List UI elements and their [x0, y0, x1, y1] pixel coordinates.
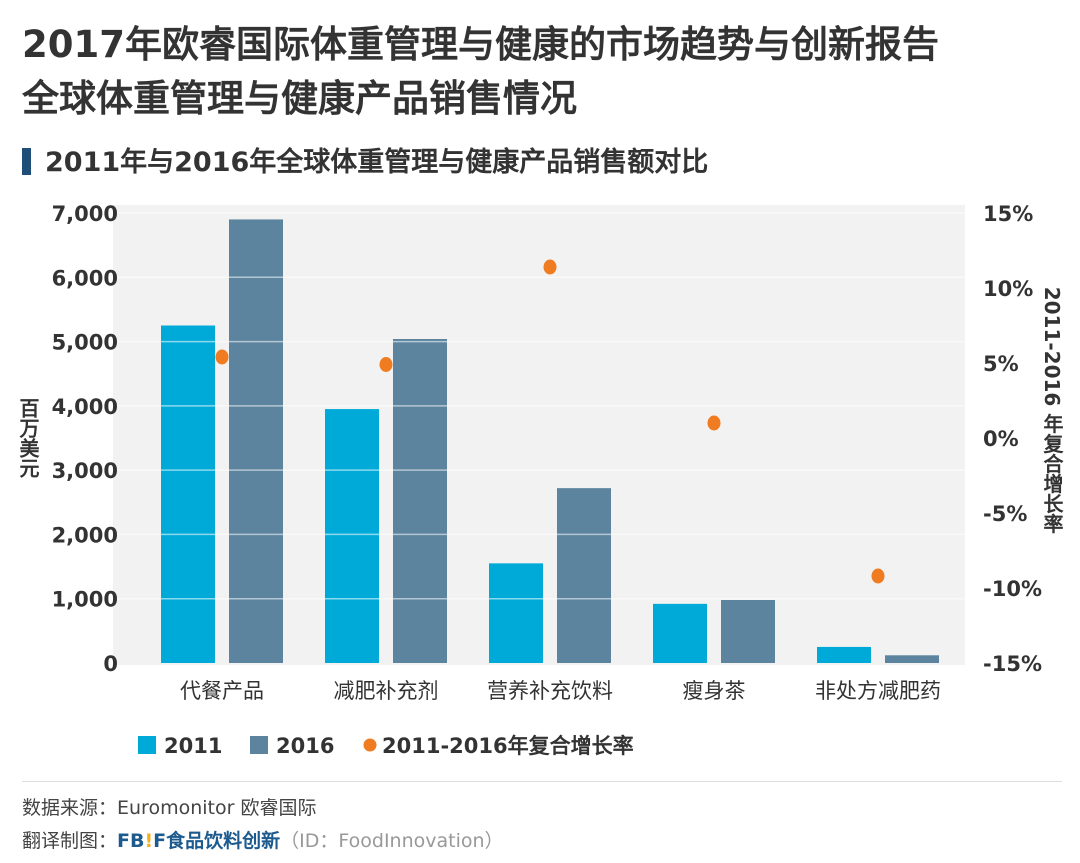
y-right-tick-label: 5%: [983, 352, 1019, 376]
y-right-tick-label: -10%: [983, 577, 1042, 601]
chart-subtitle: 2011年与2016年全球体重管理与健康产品销售额对比: [22, 140, 708, 179]
x-tick-label: 非处方减肥药: [815, 679, 941, 703]
y-right-tick-label: 0%: [983, 427, 1019, 451]
title-line-2: 全球体重管理与健康产品销售情况: [22, 77, 577, 120]
x-tick-label: 营养补充饮料: [487, 679, 613, 703]
bar-2011-0: [161, 325, 215, 663]
credit-label: 翻译制图：: [22, 830, 118, 852]
legend-label: 2016: [276, 734, 334, 758]
bar-2011-3: [653, 603, 707, 663]
legend-swatch: [250, 736, 268, 754]
y-tick-label: 1,000: [52, 588, 118, 612]
growth-rate-point: [215, 349, 229, 365]
y-tick-label: 3,000: [52, 459, 118, 483]
y-right-tick-label: -15%: [983, 652, 1042, 676]
growth-rate-point: [871, 568, 885, 584]
x-tick-label: 减肥补充剂: [334, 679, 439, 703]
bar-2011-2: [489, 563, 543, 663]
bar-2011-1: [325, 409, 379, 663]
bar-2016-2: [557, 488, 611, 663]
subtitle-text: 2011年与2016年全球体重管理与健康产品销售额对比: [45, 147, 709, 178]
legend-label: 2011: [164, 734, 222, 758]
subtitle-marker: [22, 148, 31, 175]
growth-rate-point: [543, 259, 557, 275]
y-tick-label: 4,000: [52, 395, 118, 419]
credit-line: 翻译制图：FB!F食品饮料创新（ID：FoodInnovation）: [22, 826, 504, 853]
x-tick-label: 代餐产品: [180, 679, 264, 703]
credit-id: （ID：FoodInnovation）: [280, 830, 504, 852]
fbif-logo: FB!F食品饮料创新: [117, 830, 281, 852]
x-tick-label: 瘦身茶: [683, 679, 746, 703]
legend-swatch: [138, 736, 156, 754]
bar-2016-0: [229, 219, 283, 663]
y-tick-label: 5,000: [52, 331, 118, 355]
y-tick-label: 0: [103, 652, 118, 676]
growth-rate-point: [707, 415, 721, 431]
bar-2016-4: [885, 655, 939, 663]
source-text: 数据来源：Euromonitor 欧睿国际: [22, 797, 317, 819]
y-axis-title: 百万美元: [16, 398, 40, 479]
title-line-1: 2017年欧睿国际体重管理与健康的市场趋势与创新报告: [22, 23, 939, 66]
y-right-tick-label: -5%: [983, 502, 1027, 526]
legend-label: 2011-2016年复合增长率: [382, 734, 634, 758]
y-right-tick-label: 10%: [983, 277, 1033, 301]
bar-2016-3: [721, 600, 775, 663]
bar-2016-1: [393, 339, 447, 663]
legend-swatch: [363, 738, 377, 752]
growth-rate-point: [379, 357, 393, 372]
y-tick-label: 2,000: [52, 523, 118, 547]
y-tick-label: 6,000: [52, 266, 118, 290]
y-right-axis-title: 2011-2016 年复合增长率: [1040, 287, 1064, 534]
footer-divider: [22, 781, 1062, 782]
bar-2011-4: [817, 646, 871, 663]
y-tick-label: 7,000: [52, 202, 118, 226]
y-right-tick-label: 15%: [983, 202, 1033, 226]
